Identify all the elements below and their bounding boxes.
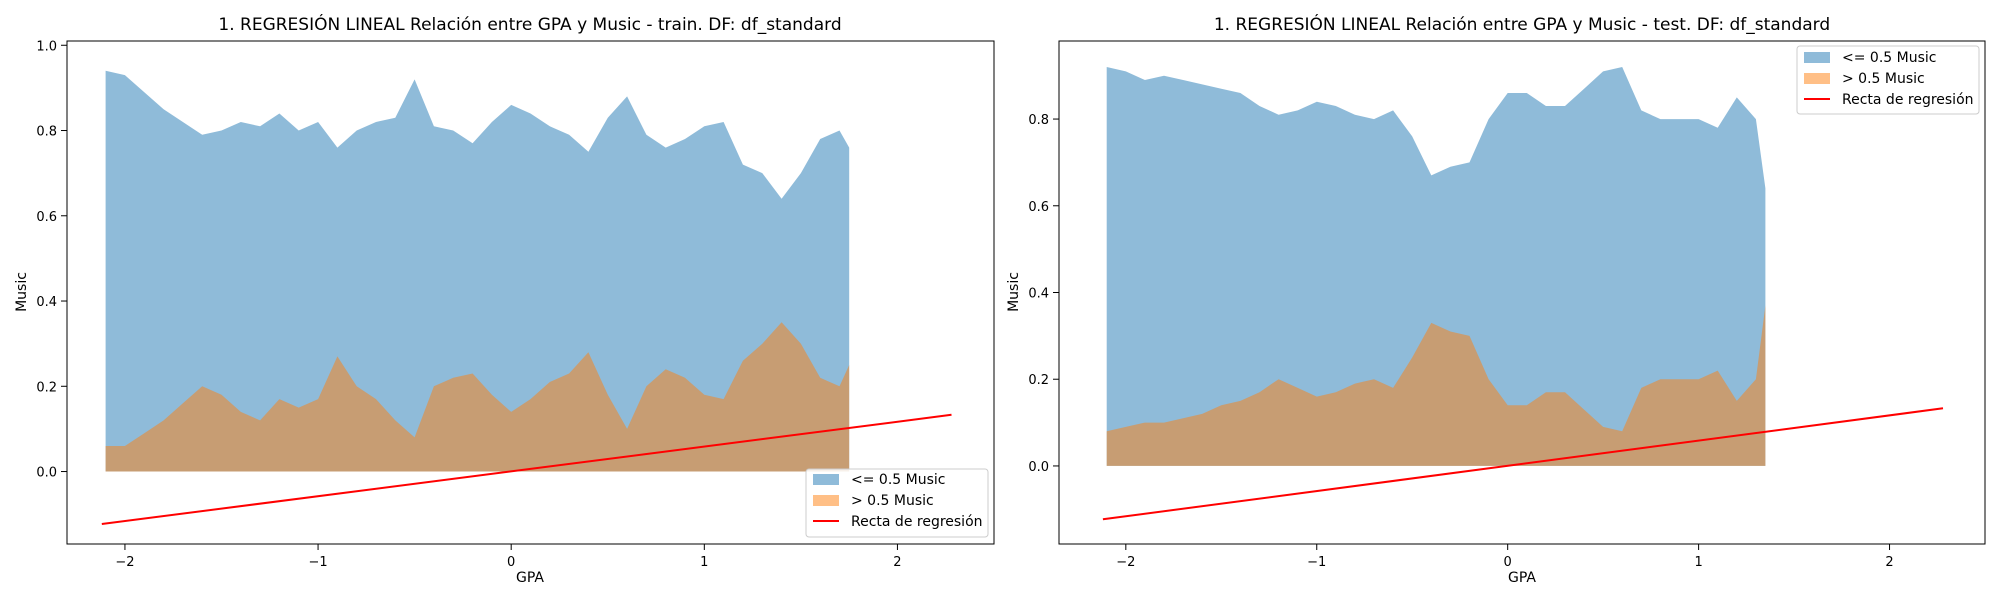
legend-label: > 0.5 Music: [851, 493, 934, 509]
axes-frame: [66, 40, 995, 545]
legend-swatch-blue: [813, 474, 839, 485]
ticks: −2 −1 0 1 2 0.0 0.2 0.4 0.6 0.8 1.0: [36, 39, 901, 570]
x-axis-label: GPA: [1508, 570, 1536, 586]
x-tick-label: 1: [700, 555, 708, 570]
x-tick-label: −2: [1116, 555, 1135, 570]
legend-label: <= 0.5 Music: [851, 472, 945, 488]
y-tick-label: 0.6: [36, 210, 57, 225]
plot-area: [101, 70, 952, 525]
area-le-0-5-music: [1106, 67, 1766, 466]
regression-line: [101, 413, 952, 525]
legend-box: [1796, 45, 1980, 115]
legend-label: <= 0.5 Music: [1842, 50, 1936, 66]
legend-swatch-blue: [1804, 52, 1830, 63]
area-le-0-5-music: [105, 70, 850, 472]
y-axis-label: Music: [1006, 272, 1022, 312]
legend-swatch-orange: [813, 495, 839, 506]
x-tick-label: 1: [1694, 555, 1702, 570]
ticks: −2 −1 0 1 2 0.0 0.2 0.4 0.6 0.8: [1028, 113, 1893, 570]
x-tick-label: 2: [1885, 555, 1893, 570]
y-tick-label: 0.2: [1028, 373, 1049, 388]
legend: <= 0.5 Music > 0.5 Music Recta de regres…: [1796, 45, 1980, 115]
y-tick-label: 0.0: [1028, 460, 1049, 475]
y-tick-label: 0.8: [36, 125, 57, 140]
legend-label: Recta de regresión: [1842, 92, 1974, 108]
area-gt-0-5-music: [105, 322, 850, 472]
y-tick-label: 0.4: [1028, 287, 1049, 302]
y-tick-label: 0.2: [36, 380, 57, 395]
legend-label: Recta de regresión: [851, 514, 983, 530]
legend-box: [805, 468, 989, 538]
y-tick-label: 0.6: [1028, 200, 1049, 215]
regression-line: [1102, 407, 1944, 521]
y-tick-label: 1.0: [36, 39, 57, 54]
y-tick-label: 0.8: [1028, 113, 1049, 128]
legend-swatch-orange: [1804, 73, 1830, 84]
legend-label: > 0.5 Music: [1842, 71, 1925, 87]
x-tick-label: 2: [893, 555, 901, 570]
y-axis-label: Music: [14, 272, 30, 312]
x-tick-label: −1: [1307, 555, 1326, 570]
area-gt-0-5-music: [1106, 305, 1766, 466]
plot-area: [1102, 67, 1944, 521]
x-tick-label: −1: [308, 555, 327, 570]
x-tick-label: 0: [1504, 555, 1512, 570]
x-tick-label: −2: [115, 555, 134, 570]
chart-title: 1. REGRESIÓN LINEAL Relación entre GPA y…: [218, 13, 841, 35]
legend: <= 0.5 Music > 0.5 Music Recta de regres…: [805, 468, 989, 538]
chart-title: 1. REGRESIÓN LINEAL Relación entre GPA y…: [1214, 13, 1830, 35]
x-axis-label: GPA: [516, 570, 544, 586]
chart-test: 1. REGRESIÓN LINEAL Relación entre GPA y…: [1006, 13, 1986, 586]
chart-train: 1. REGRESIÓN LINEAL Relación entre GPA y…: [14, 13, 995, 586]
y-tick-label: 0.4: [36, 295, 57, 310]
y-tick-label: 0.0: [36, 466, 57, 481]
x-tick-label: 0: [507, 555, 515, 570]
